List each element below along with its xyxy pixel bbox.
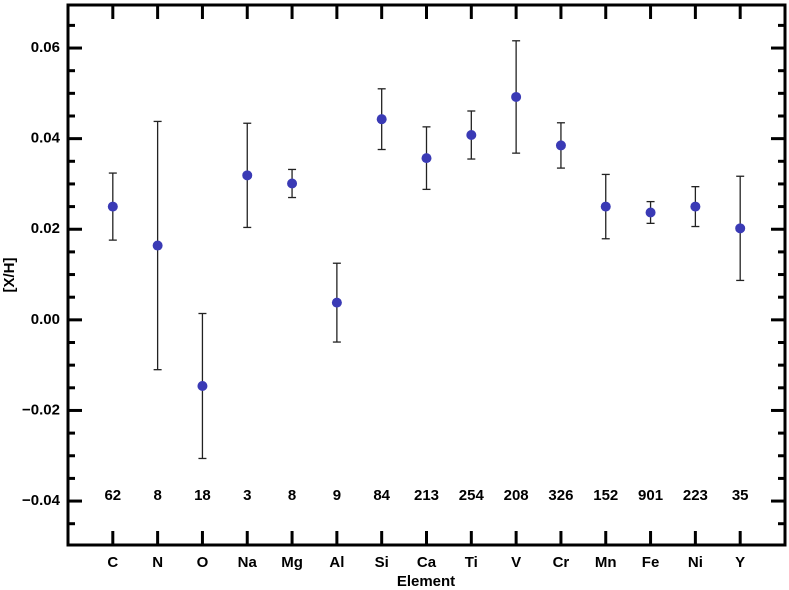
- y-tick-label: 0.04: [31, 130, 61, 147]
- y-tick-label: 0.02: [31, 220, 60, 237]
- x-tick-label: N: [152, 554, 163, 571]
- x-tick-label: V: [511, 554, 521, 571]
- count-label: 223: [683, 487, 708, 504]
- x-tick-label: Fe: [642, 554, 660, 571]
- x-tick-label: Mg: [281, 554, 303, 571]
- count-label: 901: [638, 487, 663, 504]
- data-point: [511, 91, 522, 102]
- x-axis-label: Element: [397, 573, 455, 590]
- data-point: [466, 130, 477, 141]
- data-point: [287, 178, 298, 189]
- data-point: [690, 201, 701, 212]
- data-point: [600, 201, 611, 212]
- count-label: 152: [593, 487, 618, 504]
- x-tick-label: C: [107, 554, 118, 571]
- data-point: [331, 297, 342, 308]
- data-point: [376, 114, 387, 125]
- data-point: [152, 240, 163, 251]
- count-label: 208: [504, 487, 529, 504]
- data-point: [735, 223, 746, 234]
- x-tick-label: Al: [329, 554, 344, 571]
- data-point: [197, 380, 208, 391]
- data-point: [555, 140, 566, 151]
- count-label: 62: [104, 487, 121, 504]
- count-label: 8: [288, 487, 296, 504]
- y-tick-label: 0.06: [31, 39, 60, 56]
- count-label: 9: [333, 487, 341, 504]
- x-tick-label: Ti: [465, 554, 478, 571]
- plot-frame: [66, 3, 787, 547]
- data-point: [242, 170, 253, 181]
- count-label: 84: [373, 487, 390, 504]
- count-label: 35: [732, 487, 749, 504]
- data-point: [645, 207, 656, 218]
- data-point: [421, 153, 432, 164]
- x-tick-label: Ni: [688, 554, 703, 571]
- x-tick-label: Y: [735, 554, 745, 571]
- x-tick-label: Cr: [553, 554, 570, 571]
- x-tick-label: Mn: [595, 554, 617, 571]
- count-label: 18: [194, 487, 211, 504]
- x-tick-label: Ca: [417, 554, 437, 571]
- count-label: 213: [414, 487, 439, 504]
- count-label: 8: [153, 487, 161, 504]
- count-label: 3: [243, 487, 251, 504]
- count-label: 326: [548, 487, 573, 504]
- y-tick-label: −0.02: [22, 401, 60, 418]
- y-tick-label: −0.04: [22, 492, 61, 509]
- count-label: 254: [459, 487, 485, 504]
- x-tick-label: Si: [375, 554, 389, 571]
- data-point: [107, 201, 118, 212]
- y-tick-label: 0.00: [31, 311, 60, 328]
- y-axis-label: [X/H]: [1, 258, 18, 293]
- x-tick-label: Na: [238, 554, 258, 571]
- x-tick-label: O: [197, 554, 209, 571]
